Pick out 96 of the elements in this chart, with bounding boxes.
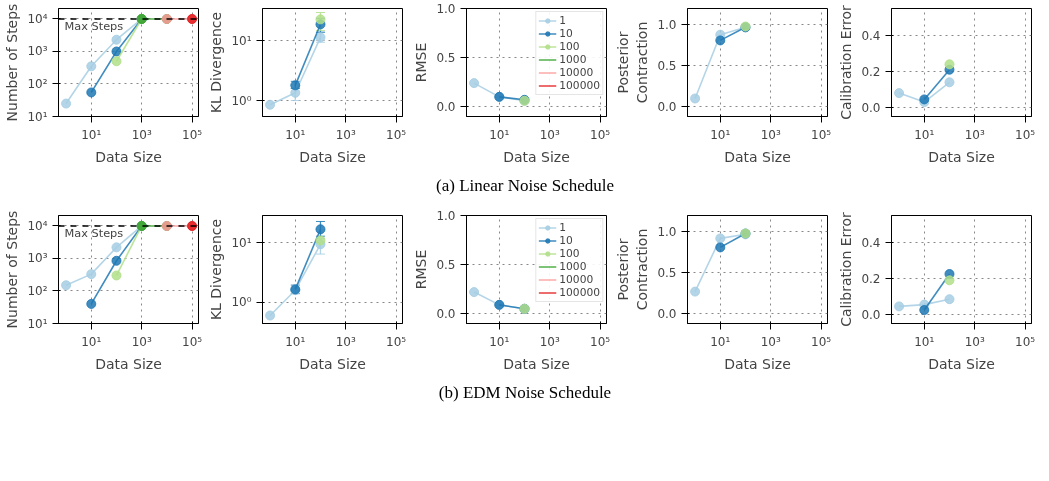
x-tick-label: 10¹ <box>914 127 935 142</box>
x-tick-label: 10³ <box>335 127 356 142</box>
x-tick-label: 10⁵ <box>386 127 407 142</box>
y-tick-label: 10² <box>27 76 48 91</box>
y-tick-label: 1.0 <box>436 209 456 223</box>
y-axis-title: KL Divergence <box>208 11 225 114</box>
x-tick-label: 10⁵ <box>590 127 611 142</box>
y-tick-label: 0.0 <box>436 100 456 115</box>
y-tick-label: 0.5 <box>657 59 677 74</box>
y-tick-label: 0.2 <box>861 272 881 286</box>
x-axis-title: Data Size <box>503 355 570 372</box>
y-tick-label: 10¹ <box>27 109 48 124</box>
y-tick-label: 10⁴ <box>27 218 48 233</box>
legend-label: 100000 <box>559 286 600 299</box>
x-axis-title: Data Size <box>503 148 570 165</box>
x-tick-label: 10⁵ <box>182 127 203 142</box>
y-tick-label: 0.0 <box>657 307 677 322</box>
y-tick-label: 0.2 <box>861 65 881 79</box>
x-tick-label: 10⁵ <box>811 334 832 349</box>
y-tick-label: 10¹ <box>231 235 252 250</box>
x-axis-title: Data Size <box>95 148 162 165</box>
y-tick-label: 0.5 <box>436 51 456 66</box>
y-tick-label: 0.0 <box>861 308 881 322</box>
legend-label: 1000 <box>559 260 587 273</box>
y-tick-label: 10⁰ <box>231 93 252 108</box>
legend-label: 100 <box>559 247 580 260</box>
y-tick-label: 0.4 <box>861 236 881 250</box>
legend-label: 100000 <box>559 79 600 92</box>
x-tick-label: 10³ <box>964 334 985 349</box>
x-axis-title: Data Size <box>928 355 995 372</box>
y-tick-label: 0.5 <box>657 266 677 281</box>
y-axis-title: RMSE <box>413 249 430 290</box>
legend-label: 1000 <box>559 53 587 66</box>
y-axis-title: KL Divergence <box>208 218 225 321</box>
x-tick-label: 10³ <box>760 334 781 349</box>
y-tick-label: 0.4 <box>861 29 881 43</box>
legend-label: 10 <box>559 27 574 40</box>
y-tick-label: 1.0 <box>436 2 456 16</box>
x-axis-title: Data Size <box>95 355 162 372</box>
x-tick-label: 10⁵ <box>590 334 611 349</box>
y-tick-label: 10¹ <box>231 33 252 48</box>
x-tick-label: 10⁵ <box>182 334 203 349</box>
x-tick-label: 10¹ <box>81 127 102 142</box>
x-tick-label: 10³ <box>539 127 560 142</box>
x-axis-title: Data Size <box>928 148 995 165</box>
x-tick-label: 10⁵ <box>1015 334 1036 349</box>
x-tick-label: 10¹ <box>914 334 935 349</box>
y-axis-title: Posterior Contraction <box>615 228 651 311</box>
y-tick-label: 10¹ <box>27 316 48 331</box>
ref-line-label: Max Steps <box>64 18 124 33</box>
ref-line-label: Max Steps <box>64 225 124 240</box>
x-tick-label: 10¹ <box>710 127 731 142</box>
x-axis-title: Data Size <box>299 355 366 372</box>
y-tick-label: 10³ <box>27 44 48 59</box>
legend-label: 10 <box>559 234 574 247</box>
x-tick-label: 10¹ <box>285 127 306 142</box>
y-axis-title: RMSE <box>413 42 430 83</box>
y-axis-title: Posterior Contraction <box>615 21 651 104</box>
legend-label: 1 <box>559 221 568 234</box>
y-tick-label: 0.0 <box>436 307 456 322</box>
x-axis-title: Data Size <box>724 148 791 165</box>
legend-label: 100 <box>559 40 580 53</box>
x-tick-label: 10⁵ <box>1015 127 1036 142</box>
x-tick-label: 10⁵ <box>386 334 407 349</box>
legend-label: 1 <box>559 14 568 27</box>
y-axis-title: Number of Steps <box>4 210 21 329</box>
y-tick-label: 10³ <box>27 251 48 266</box>
legend-label: 10000 <box>559 66 594 79</box>
text: (a) Linear Noise Schedule <box>435 175 615 197</box>
y-tick-label: 0.5 <box>436 258 456 273</box>
y-tick-label: 0.0 <box>861 101 881 115</box>
x-tick-label: 10¹ <box>285 334 306 349</box>
x-tick-label: 10³ <box>131 334 152 349</box>
x-tick-label: 10³ <box>131 127 152 142</box>
y-tick-label: 10⁴ <box>27 11 48 26</box>
text: (b) EDM Noise Schedule <box>437 382 613 404</box>
x-tick-label: 10¹ <box>81 334 102 349</box>
x-tick-label: 10³ <box>964 127 985 142</box>
x-tick-label: 10⁵ <box>811 127 832 142</box>
x-tick-label: 10¹ <box>489 127 510 142</box>
y-tick-label: 1.0 <box>657 18 677 33</box>
x-tick-label: 10³ <box>335 334 356 349</box>
x-tick-label: 10³ <box>760 127 781 142</box>
x-tick-label: 10¹ <box>710 334 731 349</box>
y-tick-label: 1.0 <box>657 225 677 240</box>
y-axis-title: Calibration Error <box>838 211 855 327</box>
y-tick-label: 10² <box>27 283 48 298</box>
legend-label: 10000 <box>559 273 594 286</box>
x-tick-label: 10³ <box>539 334 560 349</box>
y-tick-label: 10⁰ <box>231 295 252 310</box>
y-axis-title: Calibration Error <box>838 4 855 120</box>
x-axis-title: Data Size <box>299 148 366 165</box>
x-tick-label: 10¹ <box>489 334 510 349</box>
x-axis-title: Data Size <box>724 355 791 372</box>
y-axis-title: Number of Steps <box>4 3 21 122</box>
y-tick-label: 0.0 <box>657 100 677 115</box>
